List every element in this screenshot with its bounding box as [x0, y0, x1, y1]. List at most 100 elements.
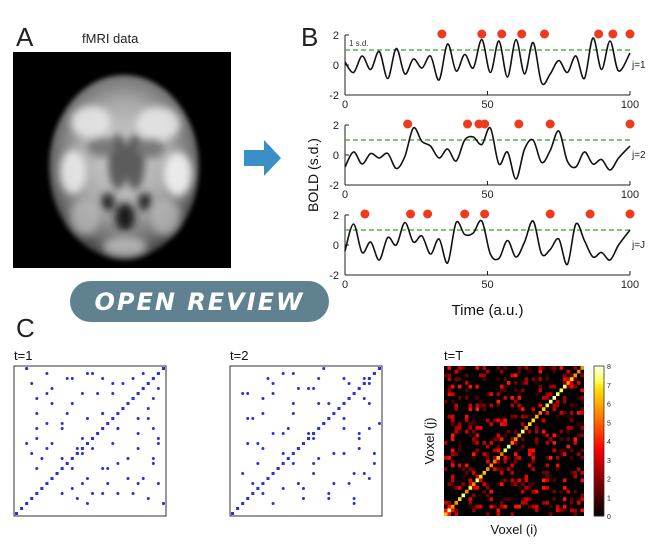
heatmap-cell	[542, 471, 546, 475]
heatmap-cell	[563, 399, 567, 404]
matrix-point	[30, 382, 34, 385]
heatmap-cell	[465, 381, 469, 385]
colorbar-segment	[594, 453, 604, 457]
colorbar-tick-label: 1	[607, 495, 611, 502]
heatmap-cell	[573, 437, 577, 441]
heatmap-cell	[538, 377, 542, 381]
heatmap-cell	[521, 407, 525, 411]
diagonal-point	[241, 502, 245, 505]
diagonal-point	[261, 482, 265, 485]
matrix-point	[45, 422, 49, 425]
heatmap-cell	[559, 411, 563, 415]
heatmap-cell	[528, 369, 532, 374]
heatmap-cell	[461, 474, 465, 479]
heatmap-cell	[570, 381, 574, 385]
heatmap-cell	[528, 482, 532, 486]
heatmap-cell	[580, 497, 584, 501]
heatmap-cell	[475, 437, 479, 441]
x-tick-label: 100	[621, 99, 639, 111]
colorbar-tick-label: 4	[607, 439, 611, 446]
heatmap-cell	[528, 414, 532, 419]
colorbar-segment	[594, 388, 604, 392]
heatmap-cell	[556, 414, 560, 419]
matrix-point	[65, 412, 69, 415]
heatmap-cell	[514, 452, 518, 456]
heatmap-cell	[580, 396, 584, 400]
heatmap-cell	[570, 501, 574, 505]
event-dot	[594, 29, 604, 39]
diagonal-point	[327, 417, 331, 420]
heatmap-cell	[545, 474, 549, 479]
heatmap-cell	[563, 452, 567, 456]
heatmap-cell	[521, 497, 525, 501]
x-tick-label: 0	[342, 279, 348, 291]
matrix-point	[291, 412, 295, 415]
heatmap-cell	[521, 381, 525, 385]
colorbar-tick-label: 0	[607, 514, 611, 521]
diagonal-point	[80, 447, 84, 450]
heatmap-cell	[444, 508, 448, 513]
heatmap-cell	[524, 366, 528, 370]
heatmap-cell	[510, 497, 514, 501]
matrix-point	[296, 387, 300, 390]
matrix-point	[372, 452, 376, 455]
heatmap-cell	[517, 366, 521, 370]
matrix-point	[101, 492, 105, 495]
heatmap-cell	[500, 384, 504, 389]
colorbar-segment	[594, 383, 604, 387]
colorbar-segment	[594, 446, 604, 449]
heatmap-diagonal-cell	[517, 433, 521, 438]
heatmap-cell	[475, 407, 479, 411]
matrix-point	[101, 377, 105, 380]
heatmap-cell	[573, 366, 577, 370]
matrix-point	[357, 447, 361, 450]
heatmap-cell	[507, 429, 511, 434]
diagonal-point	[60, 467, 64, 470]
matrix-point	[25, 367, 29, 370]
matrix-point	[146, 407, 150, 410]
heatmap-cell	[486, 459, 490, 464]
matrix-point	[151, 397, 155, 400]
heatmap-cell	[552, 407, 556, 411]
x-tick-label: 50	[481, 99, 493, 111]
heatmap-cell	[538, 366, 542, 370]
heatmap-cell	[451, 459, 455, 464]
matrix-point	[317, 457, 321, 460]
heatmap-cell	[468, 426, 472, 430]
colorbar-segment	[594, 373, 604, 377]
colorbar-segment	[594, 486, 604, 489]
colorbar-segment	[594, 416, 604, 419]
matrix-point	[116, 462, 120, 465]
heatmap-cell	[493, 418, 497, 423]
colorbar-segment	[594, 431, 604, 434]
heatmap-cell	[573, 403, 577, 408]
matrix-point	[96, 392, 100, 395]
heatmap-cell	[524, 381, 528, 385]
heatmap-cell	[563, 448, 567, 453]
heatmap-cell	[580, 411, 584, 415]
heatmap-cell	[566, 444, 570, 449]
heatmap-cell	[468, 478, 472, 483]
matrix-point	[312, 387, 316, 390]
diagonal-point	[101, 427, 105, 430]
heatmap-cell	[451, 508, 455, 513]
heatmap-cell	[549, 392, 553, 396]
heatmap-cell	[556, 467, 560, 471]
colorbar-segment	[594, 408, 604, 412]
heatmap-diagonal-cell	[503, 448, 507, 453]
heatmap-cell	[510, 463, 514, 468]
heatmap-cell	[531, 448, 535, 453]
heatmap-cell	[510, 403, 514, 408]
right-arrow-icon	[244, 140, 281, 176]
heatmap-cell	[465, 429, 469, 434]
heatmap-cell	[475, 433, 479, 438]
y-tick-label: 0	[333, 240, 339, 252]
heatmap-cell	[475, 504, 479, 509]
heatmap-cell	[451, 448, 455, 453]
heatmap-cell	[496, 448, 500, 453]
heatmap-cell	[566, 429, 570, 434]
heatmap-cell	[552, 384, 556, 389]
matrix-point	[276, 467, 280, 470]
heatmap-cell	[465, 463, 469, 468]
matrix-point	[50, 442, 54, 445]
